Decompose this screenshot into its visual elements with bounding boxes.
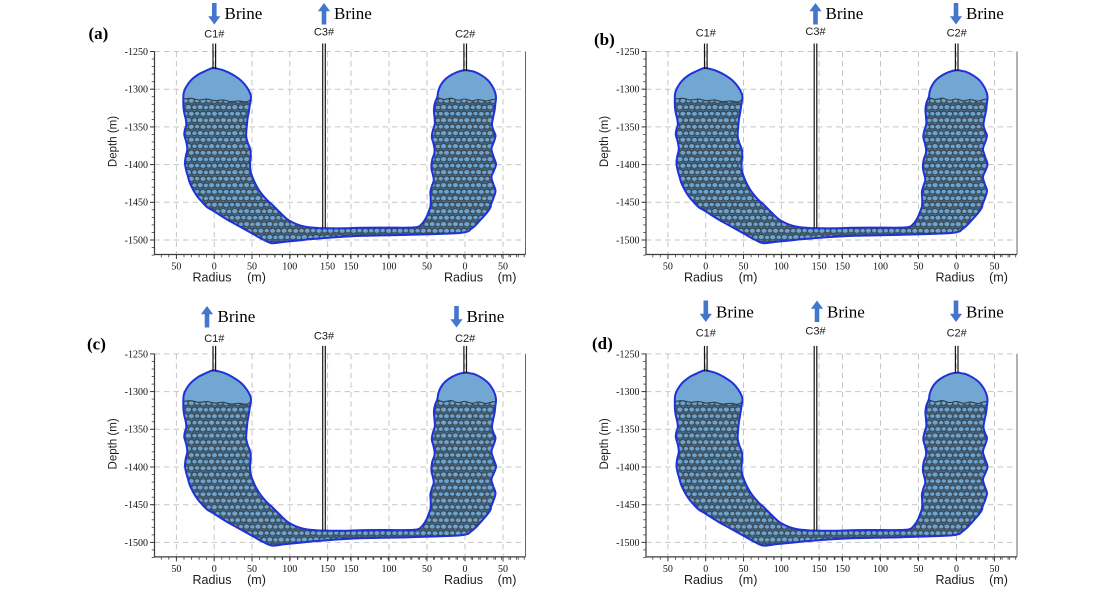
svg-text:Brine: Brine [218,307,256,326]
svg-text:C1#: C1# [204,333,225,345]
svg-text:(c): (c) [87,335,106,354]
svg-text:Brine: Brine [716,303,754,322]
svg-text:Brine: Brine [966,303,1004,322]
svg-text:Brine: Brine [334,4,372,23]
svg-text:C1#: C1# [204,29,225,41]
svg-text:C2#: C2# [947,328,968,340]
svg-text:C2#: C2# [455,333,476,345]
svg-text:C2#: C2# [455,29,476,41]
svg-text:C3#: C3# [805,26,826,38]
svg-text:C3#: C3# [314,27,335,39]
svg-text:Brine: Brine [827,303,865,322]
svg-text:(d): (d) [592,334,613,353]
svg-text:C1#: C1# [696,328,717,340]
svg-text:C2#: C2# [947,28,968,40]
svg-text:Brine: Brine [966,4,1004,23]
svg-text:(b): (b) [594,30,615,49]
svg-text:Brine: Brine [225,4,263,23]
svg-text:Brine: Brine [826,4,864,23]
svg-text:C3#: C3# [805,326,826,338]
svg-text:(a): (a) [89,24,109,43]
svg-text:Brine: Brine [467,307,505,326]
svg-text:C1#: C1# [696,28,717,40]
svg-text:C3#: C3# [314,331,335,343]
